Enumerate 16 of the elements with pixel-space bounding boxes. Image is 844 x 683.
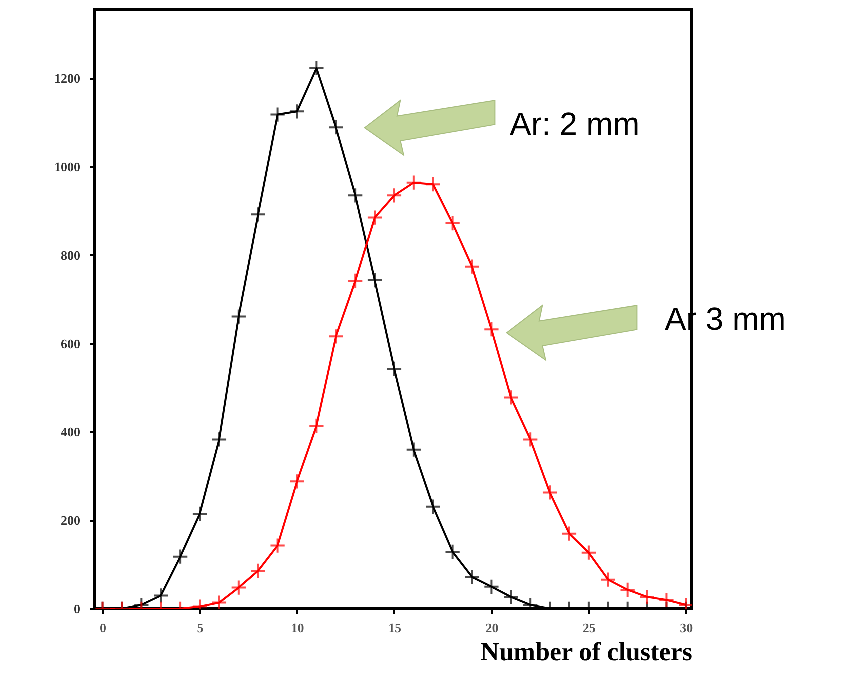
y-tick-label: 600	[61, 336, 80, 352]
x-axis-title: Number of clusters	[480, 638, 692, 666]
x-tick-label: 30	[680, 620, 694, 636]
y-tick-label: 800	[61, 248, 80, 263]
annotation: Ar: 2 mm	[510, 106, 640, 142]
y-tick-label: 0	[74, 602, 80, 616]
x-tick-label: 15	[388, 620, 402, 636]
x-tick-label: 25	[582, 620, 596, 636]
x-tick-label: 20	[486, 620, 499, 636]
y-tick-label: 1200	[54, 71, 80, 86]
x-tick-label: 10	[291, 620, 304, 636]
y-tick-label: 1000	[54, 159, 80, 174]
x-tick-label: 0	[100, 620, 107, 636]
x-tick-label: 5	[197, 620, 204, 636]
y-tick-label: 200	[61, 513, 80, 528]
y-tick-label: 400	[61, 424, 80, 440]
